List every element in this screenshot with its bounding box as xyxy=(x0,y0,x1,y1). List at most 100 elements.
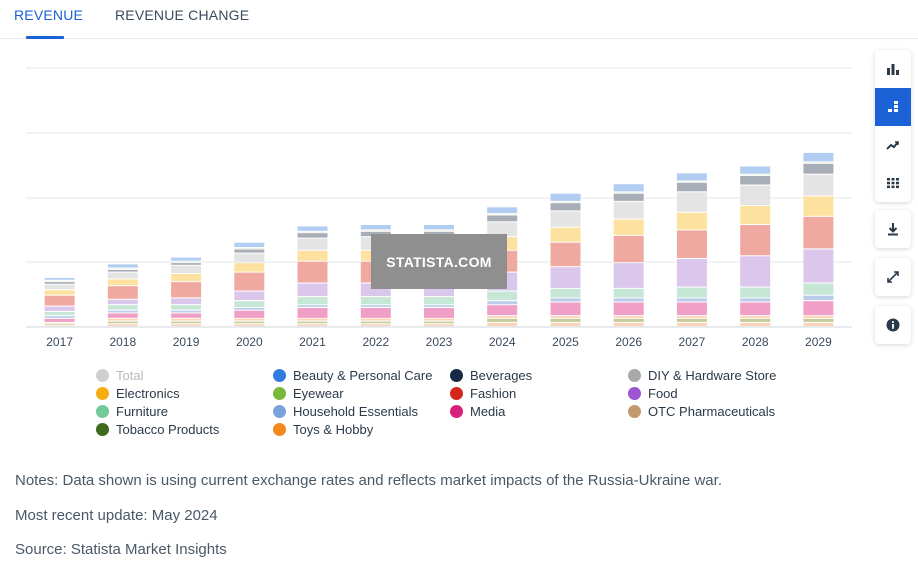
bar-segment-eyewear-2019[interactable] xyxy=(171,261,202,263)
bar-segment-otc-pharmaceuticals-2017[interactable] xyxy=(44,325,75,327)
bar-segment-beauty-personal-care-2019[interactable] xyxy=(171,257,202,261)
bar-segment-furniture-2023[interactable] xyxy=(424,297,454,305)
bar-segment-eyewear-2029[interactable] xyxy=(803,162,834,163)
bar-segment-electronics-2029[interactable] xyxy=(803,196,834,216)
info-button[interactable] xyxy=(875,306,911,344)
bar-segment-tobacco-products-2020[interactable] xyxy=(234,321,265,324)
bar-segment-toys-hobby-2028[interactable] xyxy=(740,316,771,318)
legend-item-food[interactable]: Food xyxy=(628,384,678,402)
bar-segment-furniture-2019[interactable] xyxy=(171,305,202,310)
bar-segment-eyewear-2022[interactable] xyxy=(360,230,391,231)
bar-segment-tobacco-products-2026[interactable] xyxy=(613,318,644,322)
bar-segment-beverages-2019[interactable] xyxy=(171,263,202,265)
bar-segment-toys-hobby-2029[interactable] xyxy=(803,316,834,318)
bar-segment-beverages-2020[interactable] xyxy=(234,249,265,253)
bar-segment-media-2028[interactable] xyxy=(740,302,771,316)
bar-segment-food-2018[interactable] xyxy=(107,299,138,305)
bar-segment-beverages-2018[interactable] xyxy=(107,269,138,272)
fullscreen-button[interactable] xyxy=(875,258,911,296)
bar-segment-fashion-2025[interactable] xyxy=(550,242,581,267)
bar-segment-household-essentials-2025[interactable] xyxy=(550,298,581,302)
bar-segment-toys-hobby-2024[interactable] xyxy=(487,316,518,318)
legend-item-otc-pharmaceuticals[interactable]: OTC Pharmaceuticals xyxy=(628,402,775,420)
bar-segment-beauty-personal-care-2018[interactable] xyxy=(107,264,138,268)
bar-segment-beverages-2024[interactable] xyxy=(487,215,518,222)
bar-segment-electronics-2018[interactable] xyxy=(107,279,138,286)
bar-segment-diy-hardware-store-2024[interactable] xyxy=(487,222,518,237)
bar-segment-tobacco-products-2027[interactable] xyxy=(676,318,707,322)
bar-segment-media-2020[interactable] xyxy=(234,310,265,318)
bar-segment-furniture-2027[interactable] xyxy=(676,287,707,298)
bar-segment-toys-hobby-2018[interactable] xyxy=(107,318,138,321)
bar-segment-electronics-2017[interactable] xyxy=(44,290,75,295)
bar-segment-household-essentials-2024[interactable] xyxy=(487,301,518,305)
bar-segment-beverages-2027[interactable] xyxy=(676,182,707,192)
bar-segment-beauty-personal-care-2027[interactable] xyxy=(676,173,707,181)
bar-segment-media-2024[interactable] xyxy=(487,305,518,316)
bar-segment-tobacco-products-2028[interactable] xyxy=(740,318,771,322)
bar-segment-diy-hardware-store-2026[interactable] xyxy=(613,201,644,219)
bar-segment-otc-pharmaceuticals-2025[interactable] xyxy=(550,322,581,326)
bar-segment-food-2028[interactable] xyxy=(740,256,771,287)
legend-item-total[interactable]: Total xyxy=(96,366,143,384)
bar-segment-food-2020[interactable] xyxy=(234,291,265,301)
bar-segment-tobacco-products-2025[interactable] xyxy=(550,318,581,322)
bar-segment-furniture-2025[interactable] xyxy=(550,288,581,298)
bar-segment-media-2026[interactable] xyxy=(613,302,644,316)
bar-segment-media-2029[interactable] xyxy=(803,301,834,316)
bar-segment-toys-hobby-2019[interactable] xyxy=(171,318,202,321)
bar-segment-otc-pharmaceuticals-2018[interactable] xyxy=(107,324,138,326)
bar-segment-furniture-2029[interactable] xyxy=(803,283,834,295)
bar-segment-beauty-personal-care-2024[interactable] xyxy=(487,207,518,214)
bar-segment-household-essentials-2029[interactable] xyxy=(803,295,834,301)
legend-item-eyewear[interactable]: Eyewear xyxy=(273,384,344,402)
bar-segment-beverages-2026[interactable] xyxy=(613,193,644,201)
bar-segment-food-2021[interactable] xyxy=(297,283,328,297)
download-button[interactable] xyxy=(875,210,911,248)
bar-segment-diy-hardware-store-2021[interactable] xyxy=(297,238,328,250)
bar-segment-beverages-2021[interactable] xyxy=(297,233,328,238)
bar-segment-household-essentials-2018[interactable] xyxy=(107,310,138,313)
bar-segment-electronics-2025[interactable] xyxy=(550,227,581,242)
bar-segment-eyewear-2017[interactable] xyxy=(44,280,75,282)
bar-segment-tobacco-products-2019[interactable] xyxy=(171,321,202,324)
bar-segment-beauty-personal-care-2029[interactable] xyxy=(803,152,834,162)
legend-item-furniture[interactable]: Furniture xyxy=(96,402,168,420)
bar-segment-otc-pharmaceuticals-2023[interactable] xyxy=(424,324,454,326)
bar-segment-media-2021[interactable] xyxy=(297,308,328,318)
bar-segment-media-2017[interactable] xyxy=(44,318,75,322)
line-chart-button[interactable] xyxy=(875,126,911,164)
bar-segment-toys-hobby-2027[interactable] xyxy=(676,316,707,318)
bar-segment-furniture-2024[interactable] xyxy=(487,291,518,301)
bar-segment-beauty-personal-care-2020[interactable] xyxy=(234,242,265,248)
bar-segment-toys-hobby-2026[interactable] xyxy=(613,316,644,318)
bar-segment-otc-pharmaceuticals-2026[interactable] xyxy=(613,322,644,326)
bar-segment-electronics-2019[interactable] xyxy=(171,274,202,282)
bar-segment-diy-hardware-store-2025[interactable] xyxy=(550,211,581,227)
bar-segment-eyewear-2023[interactable] xyxy=(424,230,454,231)
stacked-bar-button[interactable] xyxy=(875,88,911,126)
bar-segment-media-2023[interactable] xyxy=(424,308,454,318)
bar-segment-food-2027[interactable] xyxy=(676,259,707,287)
bar-segment-electronics-2027[interactable] xyxy=(676,212,707,230)
bar-segment-tobacco-products-2021[interactable] xyxy=(297,321,328,324)
bar-segment-eyewear-2027[interactable] xyxy=(676,181,707,183)
bar-segment-beverages-2025[interactable] xyxy=(550,203,581,211)
bar-segment-otc-pharmaceuticals-2024[interactable] xyxy=(487,322,518,326)
bar-segment-furniture-2028[interactable] xyxy=(740,287,771,298)
bar-segment-toys-hobby-2021[interactable] xyxy=(297,318,328,321)
bar-segment-fashion-2017[interactable] xyxy=(44,295,75,306)
bar-segment-diy-hardware-store-2029[interactable] xyxy=(803,174,834,196)
bar-segment-toys-hobby-2025[interactable] xyxy=(550,316,581,318)
bar-segment-furniture-2017[interactable] xyxy=(44,312,75,316)
bar-segment-beauty-personal-care-2022[interactable] xyxy=(360,225,391,230)
bar-segment-otc-pharmaceuticals-2019[interactable] xyxy=(171,324,202,326)
bar-segment-beauty-personal-care-2025[interactable] xyxy=(550,193,581,201)
bar-segment-fashion-2026[interactable] xyxy=(613,235,644,263)
bar-segment-diy-hardware-store-2018[interactable] xyxy=(107,272,138,279)
bar-segment-fashion-2029[interactable] xyxy=(803,216,834,249)
bar-segment-furniture-2021[interactable] xyxy=(297,297,328,305)
legend-item-household-essentials[interactable]: Household Essentials xyxy=(273,402,418,420)
bar-segment-household-essentials-2022[interactable] xyxy=(360,305,391,307)
bar-chart-button[interactable] xyxy=(875,50,911,88)
